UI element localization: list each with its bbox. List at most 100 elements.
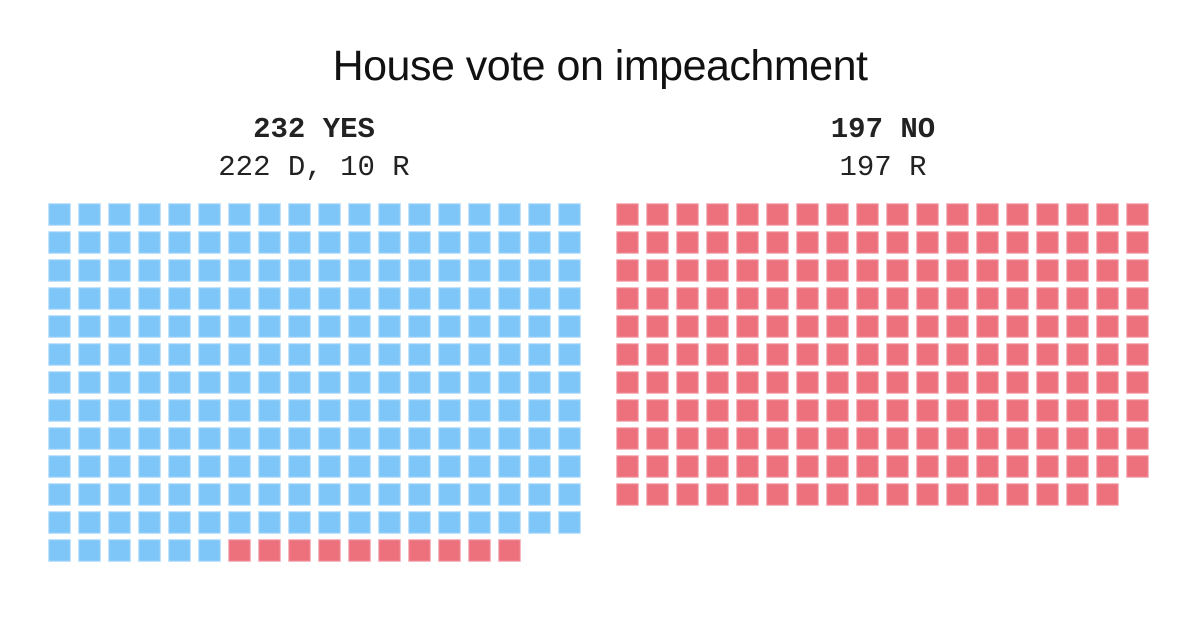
democrat-vote-square: [198, 511, 221, 534]
republican-vote-square: [1066, 371, 1089, 394]
republican-vote-square: [736, 315, 759, 338]
democrat-vote-square: [258, 427, 281, 450]
republican-vote-square: [736, 427, 759, 450]
republican-vote-square: [616, 427, 639, 450]
republican-vote-square: [976, 455, 999, 478]
democrat-vote-square: [558, 371, 581, 394]
republican-vote-square: [1126, 455, 1149, 478]
republican-vote-square: [886, 455, 909, 478]
democrat-vote-square: [528, 287, 551, 310]
republican-vote-square: [916, 259, 939, 282]
democrat-vote-square: [408, 259, 431, 282]
democrat-vote-square: [408, 203, 431, 226]
republican-vote-square: [1126, 427, 1149, 450]
republican-vote-square: [766, 203, 789, 226]
democrat-vote-square: [498, 427, 521, 450]
republican-vote-square: [646, 231, 669, 254]
republican-vote-square: [646, 483, 669, 506]
republican-vote-square: [826, 259, 849, 282]
democrat-vote-square: [348, 259, 371, 282]
democrat-vote-square: [348, 343, 371, 366]
democrat-vote-square: [288, 427, 311, 450]
democrat-vote-square: [288, 203, 311, 226]
republican-vote-square: [1126, 399, 1149, 422]
republican-vote-square: [886, 287, 909, 310]
democrat-vote-square: [258, 315, 281, 338]
democrat-vote-square: [258, 343, 281, 366]
republican-vote-square: [1096, 483, 1119, 506]
republican-vote-square: [796, 399, 819, 422]
yes-waffle-grid: [48, 203, 581, 562]
republican-vote-square: [766, 371, 789, 394]
republican-vote-square: [1066, 483, 1089, 506]
republican-vote-square: [676, 343, 699, 366]
democrat-vote-square: [168, 427, 191, 450]
democrat-vote-square: [78, 399, 101, 422]
republican-vote-square: [946, 259, 969, 282]
democrat-vote-square: [558, 399, 581, 422]
no-breakdown: 197 R: [839, 151, 927, 184]
republican-vote-square: [826, 315, 849, 338]
democrat-vote-square: [108, 483, 131, 506]
democrat-vote-square: [168, 315, 191, 338]
republican-vote-square: [1096, 343, 1119, 366]
democrat-vote-square: [408, 427, 431, 450]
republican-vote-square: [1126, 231, 1149, 254]
republican-vote-square: [736, 455, 759, 478]
democrat-vote-square: [108, 343, 131, 366]
republican-vote-square: [856, 315, 879, 338]
democrat-vote-square: [48, 399, 71, 422]
democrat-vote-square: [108, 287, 131, 310]
democrat-vote-square: [468, 343, 491, 366]
republican-vote-square: [976, 371, 999, 394]
democrat-vote-square: [138, 483, 161, 506]
democrat-vote-square: [228, 427, 251, 450]
democrat-vote-square: [78, 427, 101, 450]
democrat-vote-square: [288, 399, 311, 422]
republican-vote-square: [1036, 427, 1059, 450]
republican-vote-square: [1006, 399, 1029, 422]
republican-vote-square: [916, 343, 939, 366]
democrat-vote-square: [198, 539, 221, 562]
republican-vote-square: [468, 539, 491, 562]
democrat-vote-square: [498, 511, 521, 534]
republican-vote-square: [826, 343, 849, 366]
republican-vote-square: [1036, 399, 1059, 422]
democrat-vote-square: [258, 231, 281, 254]
democrat-vote-square: [138, 539, 161, 562]
republican-vote-square: [1066, 231, 1089, 254]
republican-vote-square: [826, 231, 849, 254]
democrat-vote-square: [378, 427, 401, 450]
republican-vote-square: [378, 539, 401, 562]
democrat-vote-square: [378, 287, 401, 310]
democrat-vote-square: [528, 203, 551, 226]
democrat-vote-square: [48, 231, 71, 254]
democrat-vote-square: [138, 455, 161, 478]
republican-vote-square: [976, 287, 999, 310]
democrat-vote-square: [228, 287, 251, 310]
republican-vote-square: [498, 539, 521, 562]
democrat-vote-square: [78, 203, 101, 226]
democrat-vote-square: [438, 371, 461, 394]
democrat-vote-square: [108, 539, 131, 562]
republican-vote-square: [676, 259, 699, 282]
democrat-vote-square: [378, 483, 401, 506]
republican-vote-square: [1066, 427, 1089, 450]
republican-vote-square: [916, 483, 939, 506]
democrat-vote-square: [258, 259, 281, 282]
democrat-vote-square: [168, 539, 191, 562]
republican-vote-square: [1036, 455, 1059, 478]
democrat-vote-square: [228, 315, 251, 338]
democrat-vote-square: [258, 483, 281, 506]
republican-vote-square: [916, 203, 939, 226]
republican-vote-square: [616, 315, 639, 338]
democrat-vote-square: [48, 511, 71, 534]
republican-vote-square: [1066, 203, 1089, 226]
democrat-vote-square: [108, 427, 131, 450]
democrat-vote-square: [228, 399, 251, 422]
republican-vote-square: [706, 343, 729, 366]
democrat-vote-square: [558, 455, 581, 478]
democrat-vote-square: [408, 511, 431, 534]
republican-vote-square: [946, 483, 969, 506]
republican-vote-square: [856, 231, 879, 254]
